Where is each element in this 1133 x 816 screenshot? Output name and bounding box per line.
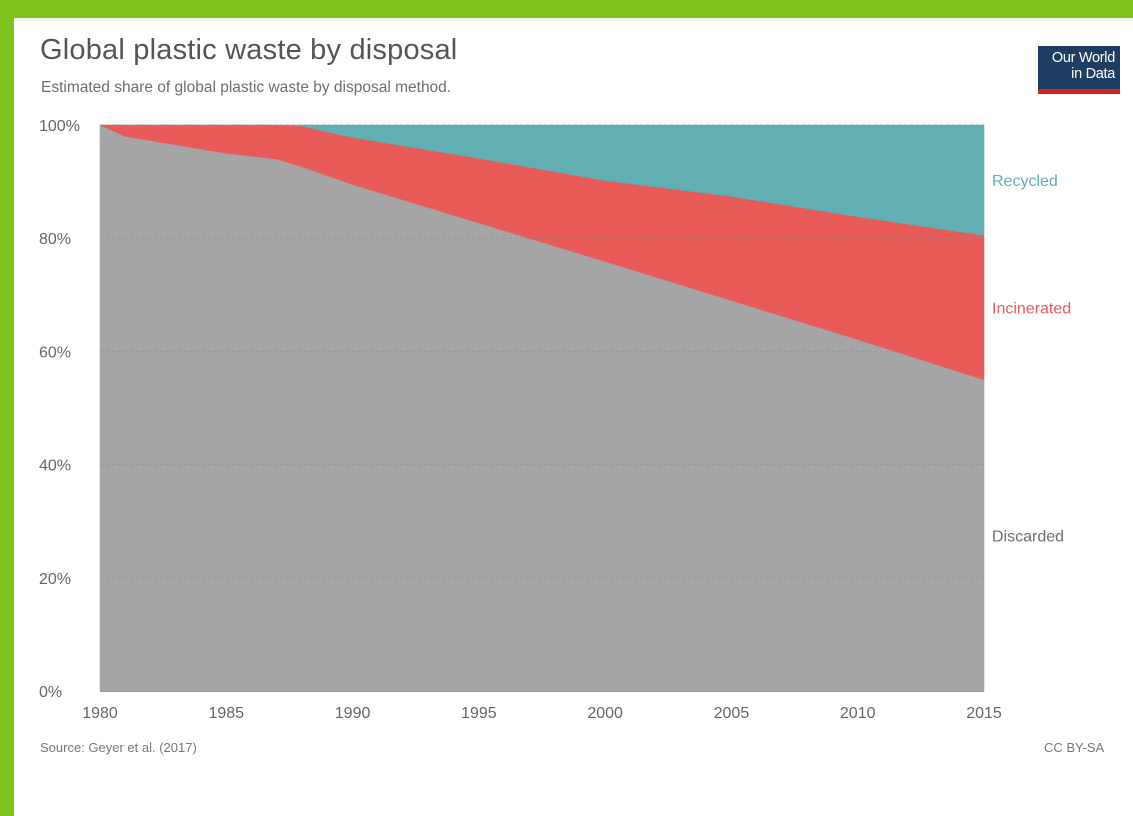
x-tick-label: 2005: [714, 705, 750, 722]
frame-border-left: [0, 0, 14, 816]
legend-label-incinerated: Incinerated: [992, 301, 1071, 318]
x-tick-label: 2010: [840, 705, 876, 722]
frame-border-top: [0, 0, 1133, 18]
x-tick-label: 1980: [82, 705, 118, 722]
divider: [14, 18, 1133, 21]
y-tick-label: 60%: [39, 344, 71, 361]
y-tick-label: 100%: [39, 118, 80, 135]
area-layer: [99, 124, 985, 692]
y-tick-label: 0%: [39, 684, 62, 701]
x-tick-label: 1995: [461, 705, 497, 722]
area-recycled: [100, 124, 985, 236]
logo-line-2: in Data: [1071, 66, 1115, 82]
legend-label-discarded: Discarded: [992, 528, 1064, 545]
license-link[interactable]: CC BY-SA: [1044, 740, 1105, 755]
chart-title: Global plastic waste by disposal: [40, 34, 458, 66]
y-tick-label: 20%: [39, 571, 71, 588]
y-tick-label: 80%: [39, 231, 71, 248]
x-tick-label: 1990: [335, 705, 371, 722]
x-tick-label: 1985: [208, 705, 244, 722]
logo-line-1: Our World: [1051, 50, 1115, 66]
y-tick-label: 40%: [39, 458, 71, 475]
axis-layer: 0% 20% 40% 60% 80% 100% 1980 1985 1990 1995 2000 20…: [39, 118, 1002, 722]
source-note[interactable]: Source: Geyer et al. (2017): [40, 740, 197, 755]
legend-label-recycled: Recycled: [992, 173, 1058, 190]
x-tick-label: 2000: [587, 705, 623, 722]
legend-layer: Discarded Incinerated Recycled: [992, 173, 1071, 545]
chart-subtitle: Estimated share of global plastic waste …: [41, 79, 452, 96]
x-tick-label: 2015: [966, 705, 1002, 722]
owid-logo[interactable]: Our World in Data: [1038, 46, 1120, 94]
